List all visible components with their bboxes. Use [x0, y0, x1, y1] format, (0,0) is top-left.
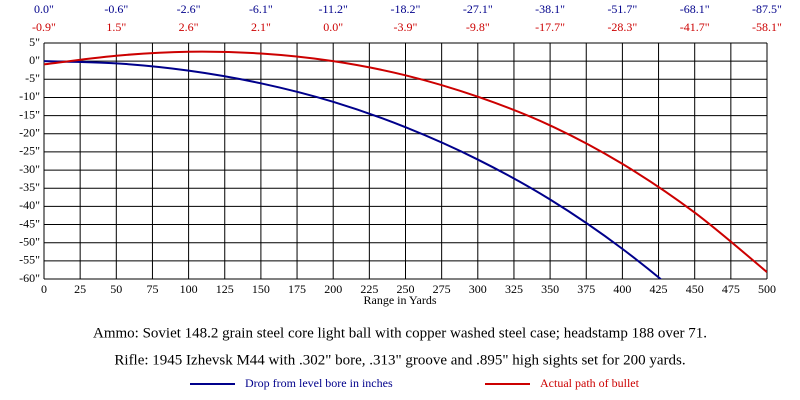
value-label: 0.0"	[34, 2, 54, 16]
y-tick-label: -15"	[19, 107, 40, 121]
x-tick-label: 50	[110, 282, 122, 296]
value-label: -87.5"	[752, 2, 782, 16]
value-label: -58.1"	[752, 20, 782, 34]
value-label: -18.2"	[391, 2, 421, 16]
value-label: -17.7"	[535, 20, 565, 34]
x-tick-label: 75	[146, 282, 158, 296]
y-tick-label: -50"	[19, 234, 40, 248]
x-tick-label: 325	[505, 282, 523, 296]
plot-area	[44, 50, 767, 279]
value-label: 1.5"	[106, 20, 126, 34]
x-tick-label: 275	[433, 282, 451, 296]
x-tick-label: 100	[180, 282, 198, 296]
x-tick-label: 175	[288, 282, 306, 296]
x-tick-label: 250	[397, 282, 415, 296]
y-tick-label: -5"	[25, 71, 40, 85]
value-label: -41.7"	[680, 20, 710, 34]
x-tick-label: 375	[577, 282, 595, 296]
value-label: -0.6"	[104, 2, 128, 16]
series-line	[44, 50, 767, 273]
y-tick-label: 0"	[29, 53, 40, 67]
x-tick-label: 400	[613, 282, 631, 296]
value-label: 0.0"	[323, 20, 343, 34]
x-tick-label: 450	[686, 282, 704, 296]
x-axis-label: Range in Yards	[363, 293, 436, 307]
annotation: Ammo: Soviet 148.2 grain steel core ligh…	[93, 325, 707, 341]
x-tick-label: 0	[41, 282, 47, 296]
y-tick-label: -45"	[19, 216, 40, 230]
x-tick-label: 500	[758, 282, 776, 296]
value-label: -11.2"	[318, 2, 348, 16]
y-tick-label: -60"	[19, 271, 40, 285]
value-label: -38.1"	[535, 2, 565, 16]
x-tick-label: 150	[252, 282, 270, 296]
y-tick-label: -20"	[19, 126, 40, 140]
y-tick-label: 5"	[29, 35, 40, 49]
value-label: -0.9"	[32, 20, 56, 34]
x-tick-label: 475	[722, 282, 740, 296]
legend-label: Actual path of bullet	[540, 376, 640, 390]
value-label: 2.1"	[251, 20, 271, 34]
value-label: -28.3"	[607, 20, 637, 34]
value-label: -68.1"	[680, 2, 710, 16]
y-tick-label: -30"	[19, 162, 40, 176]
x-tick-label: 25	[74, 282, 86, 296]
value-label: -9.8"	[466, 20, 490, 34]
value-label: -6.1"	[249, 2, 273, 16]
y-tick-label: -35"	[19, 180, 40, 194]
y-tick-label: -55"	[19, 253, 40, 267]
annotation: Rifle: 1945 Izhevsk M44 with .302" bore,…	[114, 352, 685, 368]
legend-label: Drop from level bore in inches	[245, 376, 393, 390]
value-label: 2.6"	[179, 20, 199, 34]
value-label: -27.1"	[463, 2, 493, 16]
y-tick-label: -25"	[19, 144, 40, 158]
x-tick-label: 425	[650, 282, 668, 296]
x-tick-label: 300	[469, 282, 487, 296]
x-tick-label: 200	[324, 282, 342, 296]
x-tick-label: 125	[216, 282, 234, 296]
value-label: -2.6"	[177, 2, 201, 16]
series-line	[44, 60, 663, 279]
y-tick-label: -40"	[19, 198, 40, 212]
x-tick-label: 225	[360, 282, 378, 296]
y-tick-label: -10"	[19, 89, 40, 103]
value-label: -3.9"	[394, 20, 418, 34]
value-label: -51.7"	[607, 2, 637, 16]
x-tick-label: 350	[541, 282, 559, 296]
